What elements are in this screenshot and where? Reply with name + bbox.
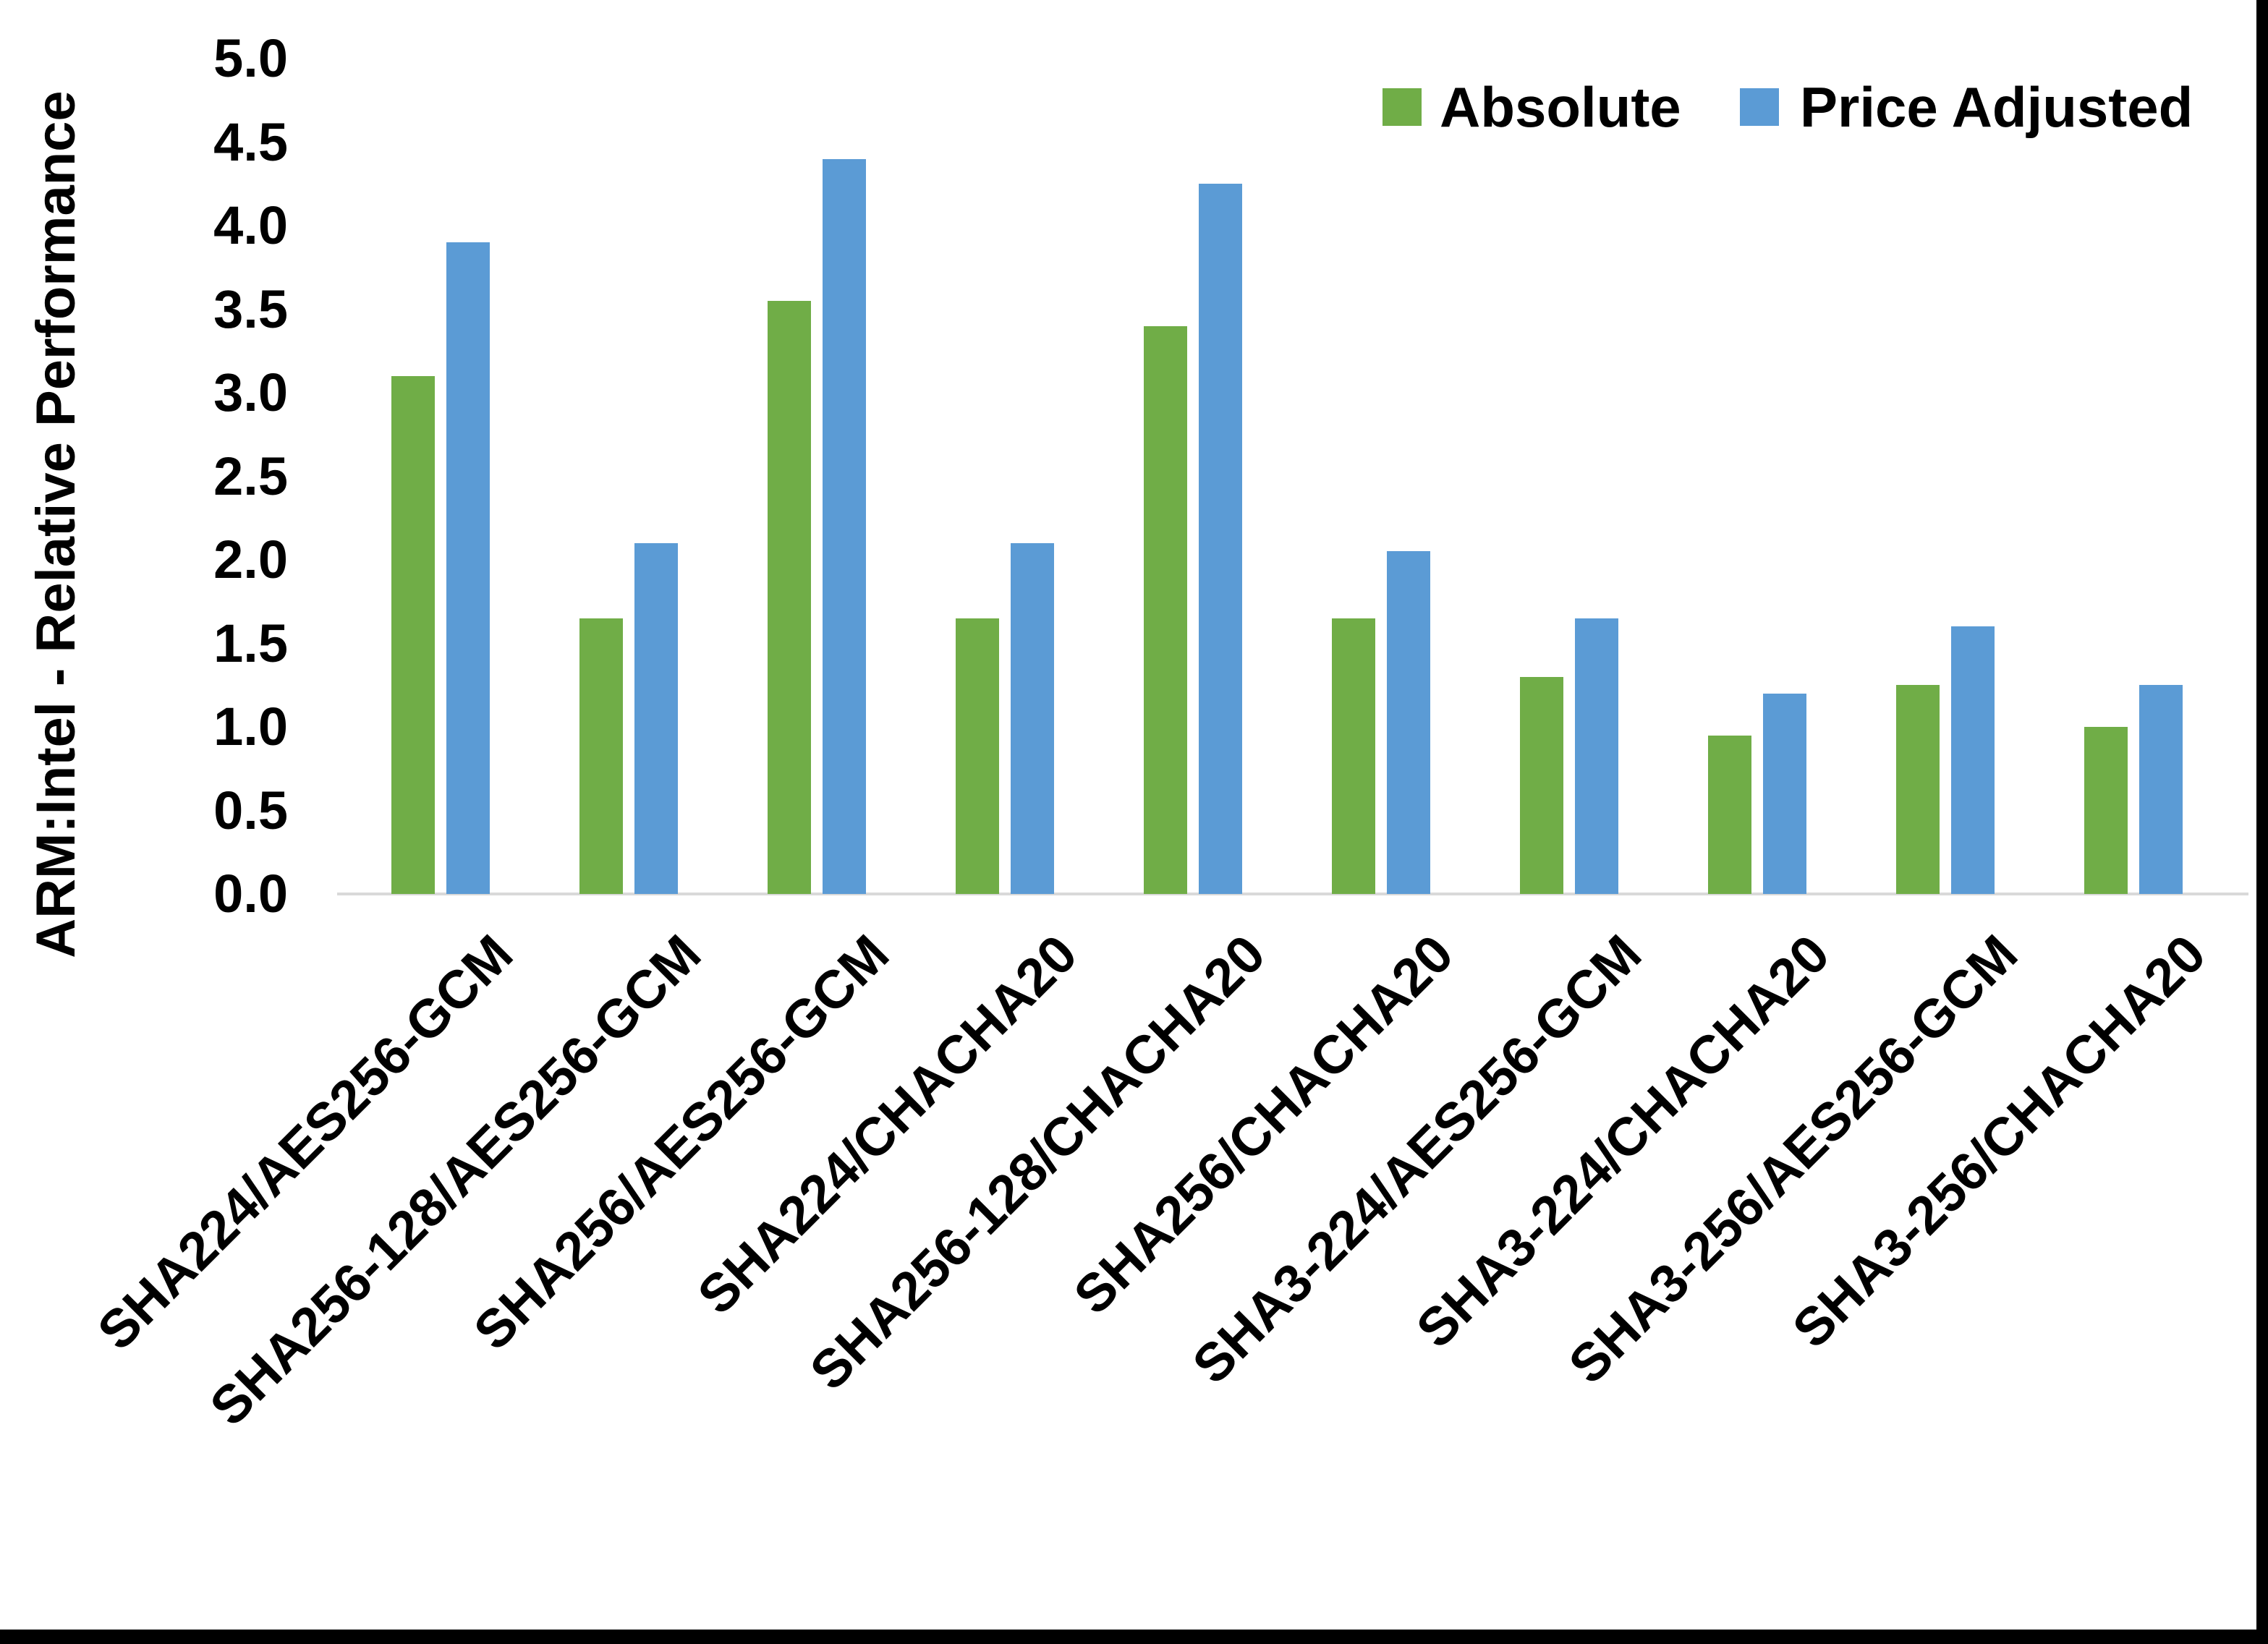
legend-swatch-icon (1740, 88, 1779, 126)
y-tick-label: 2.0 (213, 529, 288, 589)
bar-absolute (1896, 685, 1940, 894)
y-tick-label: 3.0 (213, 362, 288, 422)
bar-price-adjusted (1199, 184, 1242, 894)
bar-absolute (1708, 736, 1751, 894)
y-tick-label: 2.5 (213, 446, 288, 506)
screen-edge-bottom (0, 1630, 2268, 1644)
bar-price-adjusted (1763, 694, 1806, 894)
bar-absolute (1144, 326, 1187, 894)
bar-price-adjusted (446, 242, 490, 894)
bar-absolute (2084, 727, 2128, 894)
x-axis-baseline (337, 893, 2248, 895)
bar-price-adjusted (634, 543, 678, 894)
bar-absolute (391, 376, 435, 894)
legend-swatch-icon (1383, 88, 1422, 126)
x-category-label: SHA224/AES256-GCM (85, 923, 524, 1361)
y-tick-label: 5.0 (213, 28, 288, 88)
bar-price-adjusted (1951, 626, 1995, 894)
bar-price-adjusted (1011, 543, 1054, 894)
bar-absolute (1520, 677, 1563, 894)
bar-price-adjusted (823, 159, 866, 894)
bar-price-adjusted (2139, 685, 2183, 894)
bar-absolute (768, 301, 811, 894)
bar-absolute (579, 618, 623, 894)
y-axis-title: ARM:Intel - Relative Performance (25, 90, 87, 958)
y-tick-label: 0.0 (213, 864, 288, 924)
bar-absolute (956, 618, 999, 894)
bar-absolute (1332, 618, 1375, 894)
y-tick-label: 4.0 (213, 195, 288, 255)
screen-edge-right (2256, 0, 2268, 1644)
y-tick-label: 0.5 (213, 780, 288, 840)
y-tick-label: 3.5 (213, 278, 288, 339)
bar-price-adjusted (1387, 551, 1430, 894)
legend-label: Absolute (1440, 75, 1681, 139)
bar-price-adjusted (1575, 618, 1618, 894)
y-tick-label: 4.5 (213, 111, 288, 172)
legend-label: Price Adjusted (1800, 75, 2193, 139)
y-tick-label: 1.5 (213, 613, 288, 673)
y-tick-label: 1.0 (213, 697, 288, 757)
